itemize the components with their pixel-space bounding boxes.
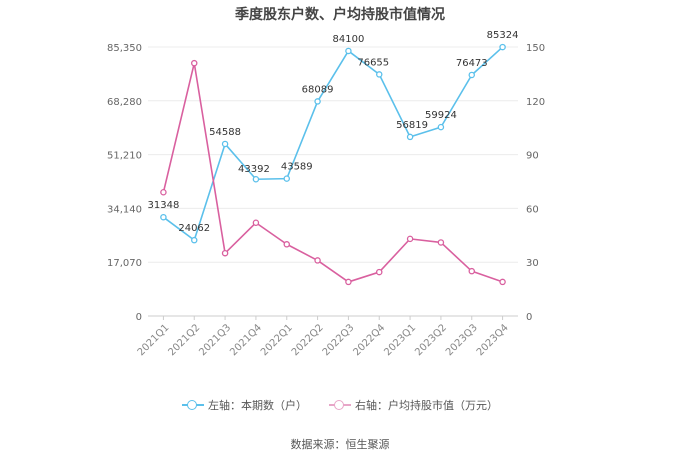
data-label: 56819	[396, 120, 428, 131]
data-label: 85324	[487, 30, 519, 41]
y-right-tick-label: 0	[526, 312, 532, 323]
series-point-left	[345, 47, 352, 55]
x-tick-label: 2022Q4	[352, 322, 388, 358]
y-left-tick-label: 34,140	[107, 204, 142, 215]
data-label: 43392	[238, 164, 270, 175]
x-tick-label: 2021Q3	[197, 322, 233, 358]
series-point-right	[499, 278, 506, 286]
series-point-right	[252, 219, 260, 226]
series	[160, 43, 506, 286]
x-tick-label: 2022Q1	[259, 322, 295, 358]
series-point-right	[437, 239, 445, 246]
x-tick-label: 2023Q4	[475, 322, 511, 358]
x-tick-label: 2021Q4	[228, 322, 264, 358]
y-left-tick-label: 17,070	[107, 258, 142, 269]
series-point-right	[375, 268, 383, 276]
series-point-left	[160, 213, 167, 221]
y-left-tick-label: 85,350	[107, 43, 142, 54]
series-point-left	[437, 123, 445, 131]
data-label: 84100	[333, 34, 365, 45]
series-line-right	[162, 62, 503, 283]
y-right-tick-label: 60	[526, 204, 539, 215]
series-point-right	[190, 59, 198, 67]
y-left-tick-label: 51,210	[107, 151, 142, 162]
series-point-left	[406, 133, 414, 141]
data-label: 59924	[425, 110, 457, 121]
y-left-tick-label: 68,280	[107, 97, 142, 108]
x-tick-label: 2023Q1	[382, 322, 418, 358]
legend-label: 右轴：户均持股市值（万元）	[355, 399, 498, 412]
data-label: 76473	[456, 58, 488, 69]
series-point-left	[499, 43, 506, 51]
chart-title: 季度股东户数、户均持股市值情况	[235, 7, 445, 23]
series-point-left	[375, 71, 383, 78]
series-point-right	[283, 241, 290, 248]
data-labels: 31348 24062 54588 43392 43589 68089 84100 76655…	[148, 30, 519, 234]
legend-item-right-series[interactable]: 右轴：户均持股市值（万元）	[329, 397, 498, 413]
series-point-right	[406, 235, 414, 243]
x-tick-label: 2022Q2	[290, 322, 326, 358]
series-point-left	[252, 175, 260, 183]
y-right-tick-label: 120	[526, 97, 545, 108]
x-tick-label: 2023Q2	[413, 322, 449, 358]
legend-label: 左轴：本期数（户）	[208, 399, 307, 412]
legend: 左轴：本期数（户） 右轴：户均持股市值（万元）	[0, 397, 680, 413]
legend-swatch-icon	[329, 400, 351, 410]
legend-item-left-series[interactable]: 左轴：本期数（户）	[182, 397, 307, 413]
data-label: 31348	[148, 200, 180, 211]
data-label: 76655	[357, 57, 389, 68]
y-right-tick-label: 90	[526, 151, 539, 162]
series-point-right	[160, 189, 167, 196]
data-label: 43589	[281, 162, 313, 173]
y-right-tick-label: 30	[526, 258, 539, 269]
data-label: 54588	[209, 127, 241, 138]
series-point-left	[283, 175, 290, 182]
x-tick-label: 2021Q2	[167, 322, 203, 358]
series-point-right	[221, 249, 229, 257]
x-tick-label: 2022Q3	[321, 322, 357, 358]
x-tick-label: 2021Q1	[136, 322, 172, 358]
series-line-left	[162, 46, 504, 241]
y-right-tick-label: 150	[526, 43, 545, 54]
legend-swatch-icon	[182, 400, 204, 410]
data-label: 24062	[178, 223, 210, 234]
series-point-right	[468, 267, 475, 275]
data-source-note: 数据来源：恒生聚源	[290, 438, 390, 451]
series-point-right	[314, 257, 321, 264]
series-point-left	[221, 140, 229, 148]
series-point-left	[190, 236, 198, 244]
data-label: 68089	[302, 84, 334, 95]
x-tick-label: 2023Q3	[444, 322, 480, 358]
series-point-left	[314, 98, 321, 105]
y-left-tick-label: 0	[136, 312, 142, 323]
series-point-left	[468, 71, 475, 79]
series-point-right	[345, 278, 352, 286]
